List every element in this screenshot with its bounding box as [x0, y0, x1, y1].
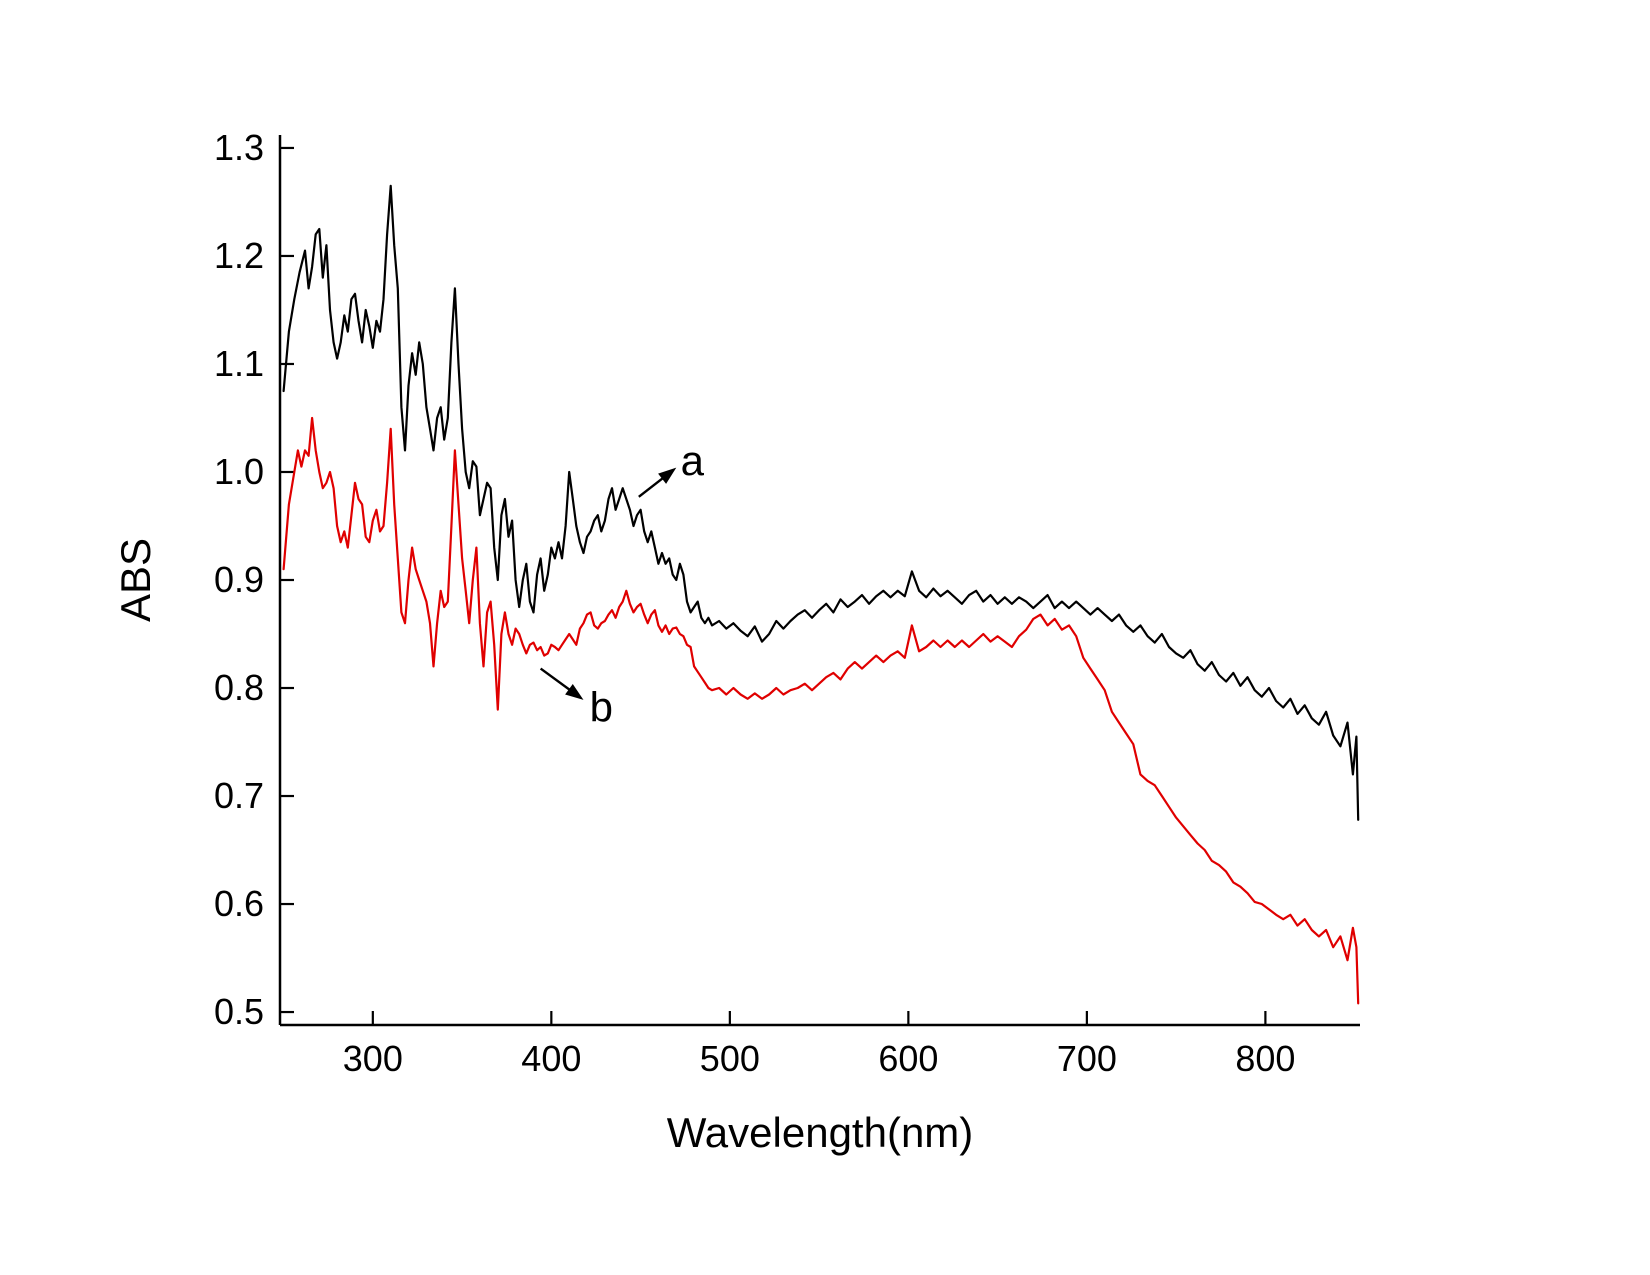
y-tick-label: 1.3 — [214, 127, 264, 168]
y-tick-label: 0.5 — [214, 991, 264, 1032]
annotation-arrowhead — [658, 467, 677, 484]
annotation-arrowhead — [565, 684, 584, 700]
curve-label-b: b — [590, 683, 613, 730]
annotation-a: a — [638, 437, 705, 498]
series-b-line — [282, 416, 1360, 1005]
x-tick-label: 600 — [878, 1038, 938, 1079]
x-tick-label: 500 — [700, 1038, 760, 1079]
y-tick-label: 0.7 — [214, 775, 264, 816]
x-tick-label: 400 — [521, 1038, 581, 1079]
y-tick-label: 1.1 — [214, 343, 264, 384]
tick-labels: 300 400 500 600 700 800 0.5 0.6 0.7 0.8 0.9 1.0 1.1 1… — [214, 127, 1295, 1079]
x-axis-title: Wavelength(nm) — [667, 1109, 974, 1156]
x-tick-label: 700 — [1057, 1038, 1117, 1079]
annotation-b: b — [539, 667, 613, 730]
y-tick-label: 0.6 — [214, 883, 264, 924]
y-tick-label: 0.8 — [214, 667, 264, 708]
x-tick-label: 800 — [1235, 1038, 1295, 1079]
y-tick-label: 0.9 — [214, 559, 264, 600]
y-tick-label: 1.2 — [214, 235, 264, 276]
x-tick-label: 300 — [343, 1038, 403, 1079]
curve-label-a: a — [681, 437, 705, 484]
y-tick-label: 1.0 — [214, 451, 264, 492]
y-axis-title: ABS — [112, 538, 159, 622]
tick-marks — [280, 146, 1267, 1025]
series-a-line — [282, 184, 1360, 821]
